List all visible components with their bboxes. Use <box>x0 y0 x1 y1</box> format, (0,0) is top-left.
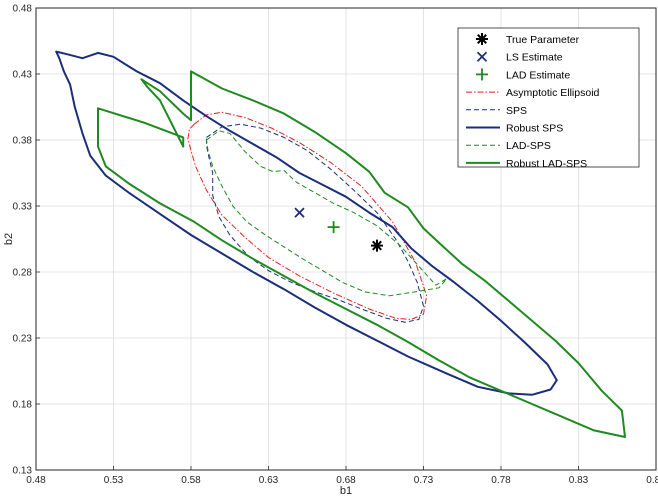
x-tick-label: 0.83 <box>569 475 589 486</box>
legend-label: True Parameter <box>506 34 580 46</box>
y-tick-label: 0.23 <box>13 334 33 345</box>
points-layer <box>294 207 383 252</box>
y-tick-label: 0.48 <box>13 4 33 15</box>
x-tick-label: 0.68 <box>336 475 356 486</box>
legend-label: LAD Estimate <box>506 69 570 81</box>
x-axis-label: b1 <box>340 485 352 497</box>
legend-box <box>457 27 640 168</box>
point-ls-estimate <box>294 207 305 218</box>
x-tick-label: 0.63 <box>259 475 279 486</box>
grid <box>36 8 656 470</box>
x-tick-label: 0.53 <box>104 475 124 486</box>
legend-label: Robust SPS <box>506 123 563 135</box>
legend-marker-ls-estimate <box>476 51 488 62</box>
series-robust-sps <box>55 50 558 396</box>
point-true-parameter <box>371 239 383 252</box>
legend-label: LAD-SPS <box>506 140 551 152</box>
y-tick-label: 0.13 <box>13 466 33 477</box>
x-tick-label: 0.88 <box>646 475 658 486</box>
y-tick-label: 0.43 <box>13 70 33 81</box>
y-axis-label: b2 <box>3 233 15 245</box>
y-tick-label: 0.33 <box>13 202 33 213</box>
y-tick-label: 0.18 <box>13 400 33 411</box>
legend-label: LS Estimate <box>506 52 563 64</box>
x-tick-label: 0.73 <box>414 475 434 486</box>
x-tick-label: 0.48 <box>26 475 46 486</box>
ticks: 0.48 0.53 0.58 0.63 0.68 0.73 0.78 0.83 0.88 0.13… <box>13 4 658 487</box>
legend-marker-true-parameter <box>476 33 488 45</box>
series-asymptotic-ellipsoid <box>187 111 428 320</box>
legend-label: Robust LAD-SPS <box>506 158 587 170</box>
x-tick-label: 0.78 <box>491 475 511 486</box>
series-sps <box>206 123 424 323</box>
x-tick-label: 0.58 <box>181 475 201 486</box>
legend-label: SPS <box>506 105 527 117</box>
point-lad-estimate <box>327 221 340 234</box>
legend-label: Asymptotic Ellipsoid <box>506 87 600 99</box>
series-layer <box>55 50 626 438</box>
legend: True Parameter LS Estimate LAD Estimate Asy… <box>457 27 640 170</box>
series-robust-lad-sps <box>97 70 626 438</box>
y-tick-label: 0.28 <box>13 268 33 279</box>
y-tick-label: 0.38 <box>13 136 33 147</box>
legend-marker-lad-estimate <box>476 68 488 81</box>
